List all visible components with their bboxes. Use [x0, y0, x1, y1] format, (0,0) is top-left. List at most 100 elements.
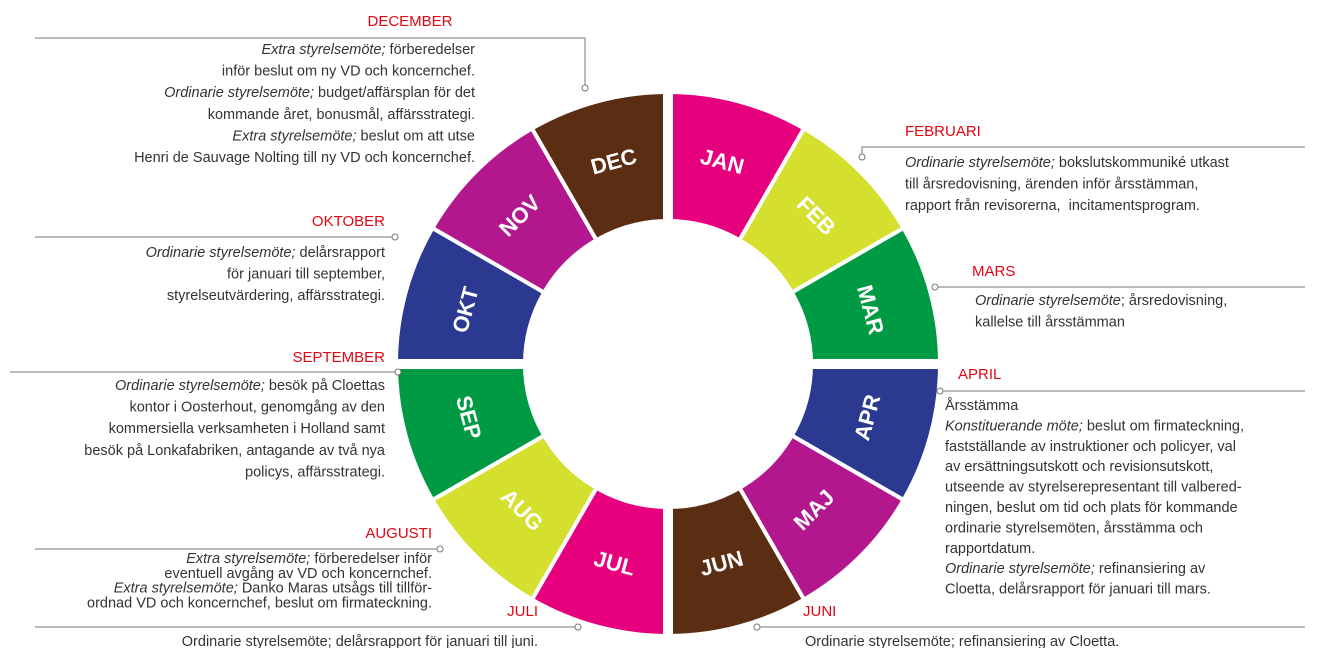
text: rapportdatum. — [945, 541, 1035, 557]
emphasis: Extra styrelsemöte; — [232, 128, 356, 144]
description-line: ningen, beslut om tid och plats för komm… — [945, 500, 1238, 516]
text: Danko Maras utsågs till tillför- — [238, 580, 432, 596]
description-line: Henri de Sauvage Nolting till ny VD och … — [134, 150, 475, 166]
month-title: DECEMBER — [367, 13, 452, 30]
text: eventuell avgång av VD och koncernchef. — [164, 566, 432, 582]
text: ordinarie styrelsemöten, årsstämma och — [945, 520, 1203, 536]
month-title: SEPTEMBER — [292, 349, 385, 366]
text: kontor i Oosterhout, genomgång av den — [129, 399, 385, 415]
description-line: besök på Lonkafabriken, antagande av två… — [84, 443, 386, 459]
text: ; årsredovisning, — [1121, 293, 1227, 309]
leader-dot — [436, 545, 444, 553]
leader-dot — [936, 387, 944, 395]
description-line: Konstituerande möte; beslut om firmateck… — [945, 418, 1244, 434]
description-line: Ordinarie styrelsemöte; delårsrapport — [146, 245, 385, 261]
leader-dot — [753, 623, 761, 631]
description-line: Ordinarie styrelsemöte; budget/affärspla… — [164, 85, 475, 101]
text: policys, affärsstrategi. — [245, 464, 385, 480]
description-line: ordinarie styrelsemöten, årsstämma och — [945, 520, 1203, 536]
emphasis: Extra styrelsemöte; — [186, 551, 310, 567]
description-line: av ersättningsutskott och revisionsutsko… — [945, 459, 1213, 475]
description-line: Ordinarie styrelsemöte; bokslutskommunik… — [905, 155, 1229, 171]
month-title: APRIL — [958, 366, 1001, 383]
emphasis: Extra styrelsemöte; — [261, 42, 385, 58]
quadrant-gap — [391, 359, 945, 369]
text: förberedelser inför — [310, 551, 432, 567]
text: besök på Lonkafabriken, antagande av två… — [84, 443, 386, 459]
text: delårsrapport — [296, 245, 385, 261]
text: beslut om att utse — [357, 128, 475, 144]
text: ningen, beslut om tid och plats för komm… — [945, 500, 1238, 516]
text: utseende av styrelserepresentant till va… — [945, 479, 1242, 495]
description-line: kommersiella verksamheten i Holland samt — [109, 421, 385, 437]
description-line: Extra styrelsemöte; förberedelser inför — [186, 551, 432, 567]
description-line: policys, affärsstrategi. — [245, 464, 385, 480]
description-line: ordnad VD och koncernchef, beslut om fir… — [87, 595, 432, 611]
description-line: rapportdatum. — [945, 541, 1035, 557]
month-title: AUGUSTI — [365, 525, 432, 542]
description-line: till årsredovisning, ärenden inför årsst… — [905, 176, 1198, 192]
text: kommande året, bonusmål, affärsstrategi. — [208, 107, 475, 123]
description-line: utseende av styrelserepresentant till va… — [945, 479, 1242, 495]
text: Årsstämma — [945, 397, 1019, 414]
leader-dot — [394, 368, 402, 376]
text: Cloetta, delårsrapport för januari till … — [945, 581, 1211, 597]
description-line: rapport från revisorerna, incitamentspro… — [905, 198, 1200, 214]
description-line: Extra styrelsemöte; Danko Maras utsågs t… — [114, 580, 432, 596]
description-line: styrelseutvärdering, affärsstrategi. — [167, 288, 385, 304]
text: förberedelser — [386, 42, 476, 58]
emphasis: Ordinarie styrelsemöte; — [115, 378, 265, 394]
month-title: JULI — [507, 603, 538, 620]
text: fastställande av instruktioner och polic… — [945, 439, 1236, 455]
emphasis: Ordinarie styrelsemöte; — [945, 561, 1095, 577]
text: besök på Cloettas — [265, 378, 385, 394]
description-line: Extra styrelsemöte; beslut om att utse — [232, 128, 475, 144]
text: Ordinarie styrelsemöte; refinansiering a… — [805, 634, 1119, 648]
text: för januari till september, — [227, 266, 385, 282]
description-line: Cloetta, delårsrapport för januari till … — [945, 581, 1211, 597]
description-line: Ordinarie styrelsemöte; besök på Cloetta… — [115, 378, 385, 394]
text: kommersiella verksamheten i Holland samt — [109, 421, 385, 437]
month-title: FEBRUARI — [905, 123, 981, 140]
text: budget/affärsplan för det — [314, 85, 475, 101]
leader-dot — [391, 233, 399, 241]
leader-dot — [581, 84, 589, 92]
leader-dot — [574, 623, 582, 631]
text: styrelseutvärdering, affärsstrategi. — [167, 288, 385, 304]
description-line: kallelse till årsstämman — [975, 314, 1125, 330]
description-line: Ordinarie styrelsemöte; refinansiering a… — [945, 561, 1206, 577]
emphasis: Extra styrelsemöte; — [114, 580, 238, 596]
description-line: Ordinarie styrelsemöte; delårsrapport fö… — [182, 634, 538, 648]
leader-dot — [931, 283, 939, 291]
leader-dot — [858, 153, 866, 161]
description-line: kontor i Oosterhout, genomgång av den — [129, 399, 385, 415]
description-line: för januari till september, — [227, 266, 385, 282]
emphasis: Ordinarie styrelsemöte; — [905, 155, 1055, 171]
description-line: Extra styrelsemöte; förberedelser — [261, 42, 475, 58]
description-line: eventuell avgång av VD och koncernchef. — [164, 566, 432, 582]
text: ordnad VD och koncernchef, beslut om fir… — [87, 595, 432, 611]
text: av ersättningsutskott och revisionsutsko… — [945, 459, 1213, 475]
month-title: JUNI — [803, 603, 836, 620]
text: Henri de Sauvage Nolting till ny VD och … — [134, 150, 475, 166]
emphasis: Ordinarie styrelsemöte; — [164, 85, 314, 101]
text: refinansiering av — [1095, 561, 1206, 577]
text: kallelse till årsstämman — [975, 314, 1125, 330]
emphasis: Konstituerande möte; — [945, 418, 1083, 434]
month-title: MARS — [972, 263, 1015, 280]
text: Ordinarie styrelsemöte; delårsrapport fö… — [182, 634, 538, 648]
text: bokslutskommuniké utkast — [1055, 155, 1229, 171]
text: till årsredovisning, ärenden inför årsst… — [905, 176, 1198, 192]
description-line: Ordinarie styrelsemöte; refinansiering a… — [805, 634, 1119, 648]
description-line: Årsstämma — [945, 397, 1019, 414]
text: beslut om firmateckning, — [1083, 418, 1244, 434]
description-line: inför beslut om ny VD och koncernchef. — [222, 63, 475, 79]
month-title: OKTOBER — [312, 213, 385, 230]
text: rapport från revisorerna, incitamentspro… — [905, 198, 1200, 214]
description-line: kommande året, bonusmål, affärsstrategi. — [208, 107, 475, 123]
emphasis: Ordinarie styrelsemöte — [975, 293, 1121, 309]
description-line: fastställande av instruktioner och polic… — [945, 439, 1236, 455]
leader-line — [35, 37, 586, 88]
text: inför beslut om ny VD och koncernchef. — [222, 63, 475, 79]
